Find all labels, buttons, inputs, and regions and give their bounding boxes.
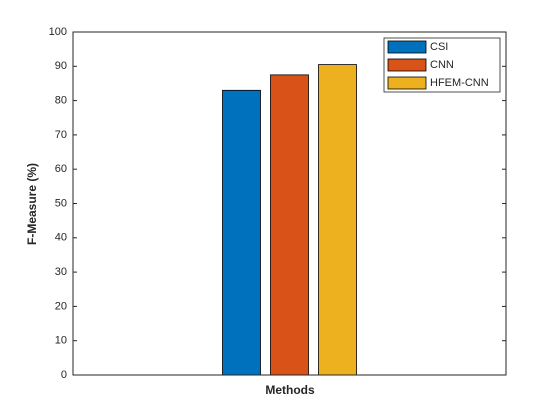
axes-box: [72, 31, 507, 376]
y-tick-label: 70: [55, 129, 67, 141]
legend-label: CSI: [430, 41, 448, 53]
y-axis-label: F-Measure (%): [25, 163, 39, 245]
legend-swatch: [387, 58, 427, 72]
legend-swatch: [387, 76, 427, 90]
legend-label: CNN: [430, 59, 454, 71]
x-axis-label: Methods: [265, 383, 315, 397]
y-tick-label: 50: [55, 197, 67, 209]
bar: [270, 74, 309, 376]
y-tick-label: 30: [55, 266, 67, 278]
y-tick-label: 0: [61, 369, 67, 381]
y-tick-label: 90: [55, 60, 67, 72]
y-tick-label: 80: [55, 95, 67, 107]
bar: [318, 64, 357, 376]
y-tick-label: 20: [55, 300, 67, 312]
legend-label: HFEM-CNN: [430, 77, 489, 89]
bar: [222, 89, 261, 376]
y-tick-label: 40: [55, 232, 67, 244]
legend-swatch: [387, 40, 427, 54]
y-tick-label: 10: [55, 335, 67, 347]
y-tick-label: 60: [55, 163, 67, 175]
y-tick-label: 100: [49, 26, 67, 38]
